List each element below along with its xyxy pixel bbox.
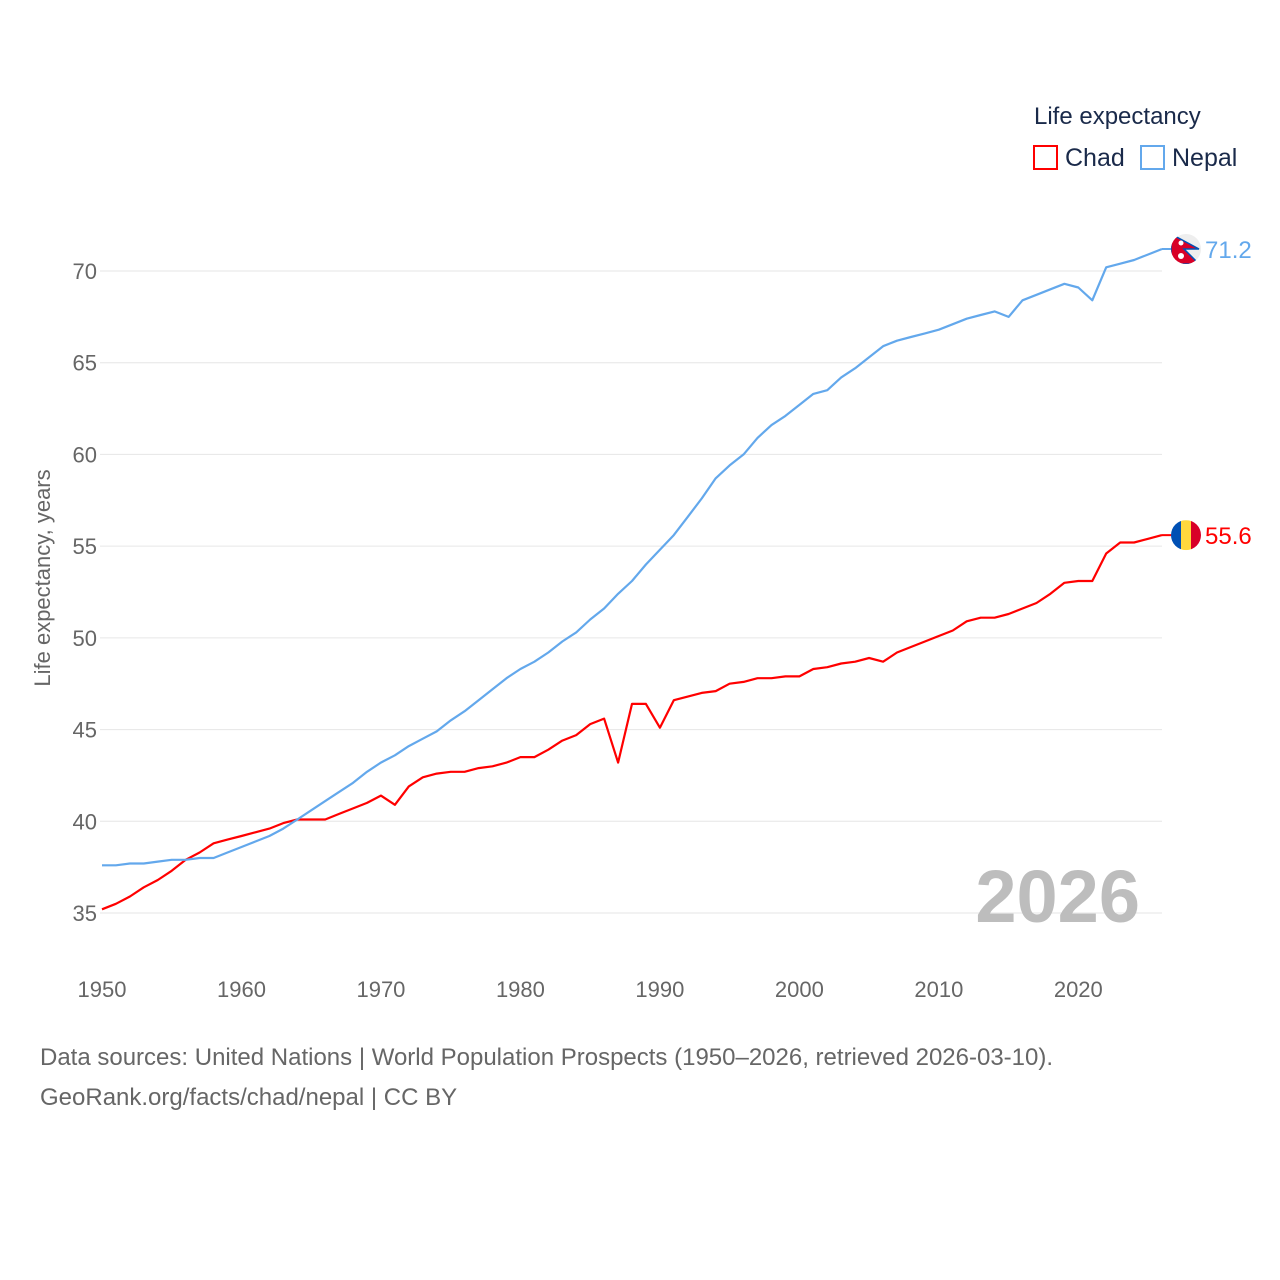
legend-title: Life expectancy [1034,103,1201,130]
year-label: 2026 [975,855,1140,938]
y-tick-label: 40 [73,809,97,834]
x-tick-label: 1950 [78,977,127,1002]
y-tick-label: 50 [73,626,97,651]
legend-label-chad: Chad [1065,144,1125,172]
legend-swatch-chad [1033,145,1058,170]
y-tick-label: 65 [73,351,97,376]
x-tick-label: 1970 [356,977,405,1002]
x-tick-label: 2020 [1054,977,1103,1002]
y-tick-label: 55 [73,534,97,559]
legend-swatch-nepal [1140,145,1165,170]
chad-flag-icon [1171,520,1201,551]
x-tick-label: 2010 [914,977,963,1002]
series-line-chad [101,534,1163,911]
series-line-nepal [102,247,1163,867]
nepal-flag-icon [1171,233,1201,264]
footer-sources: Data sources: United Nations | World Pop… [40,1044,1054,1071]
y-tick-label: 45 [73,718,97,743]
y-tick-label: 35 [73,901,97,926]
y-tick-label: 70 [73,259,97,284]
legend-label-nepal: Nepal [1172,144,1237,172]
x-tick-label: 1990 [635,977,684,1002]
y-axis-title: Life expectancy, years [30,469,55,686]
end-value-label-chad: 55.6 [1205,523,1252,550]
x-tick-label: 1980 [496,977,545,1002]
y-tick-label: 60 [73,442,97,467]
x-tick-label: 1960 [217,977,266,1002]
end-value-label-nepal: 71.2 [1205,237,1252,264]
footer-attribution[interactable]: GeoRank.org/facts/chad/nepal | CC BY [40,1084,458,1111]
x-tick-label: 2000 [775,977,824,1002]
